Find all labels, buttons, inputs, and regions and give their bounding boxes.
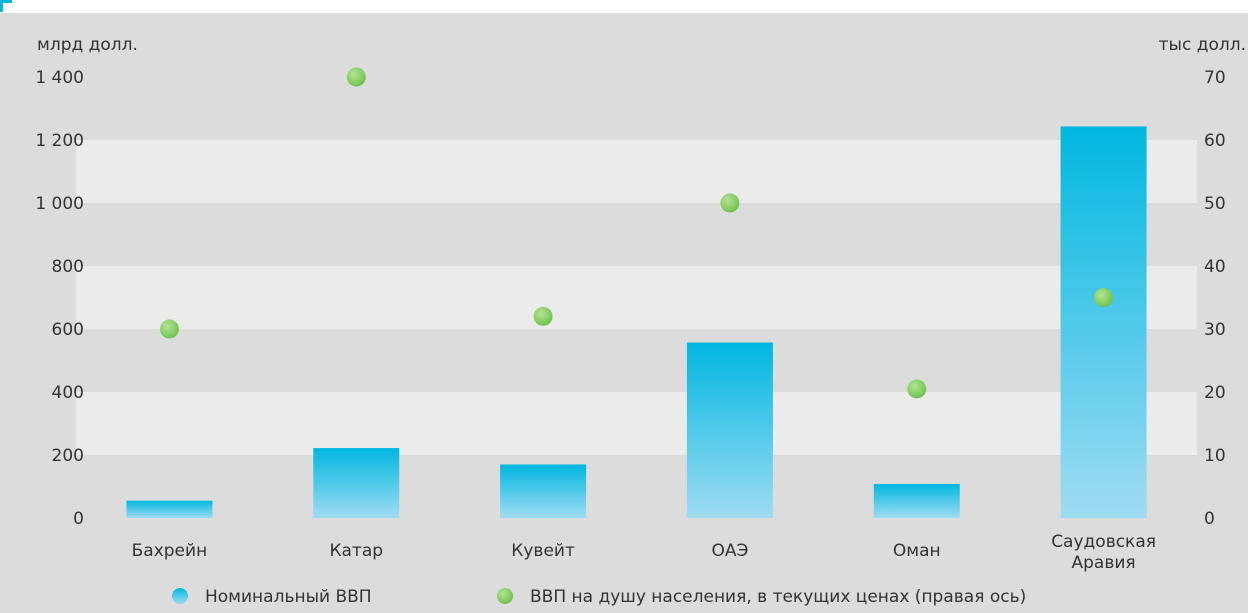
right-tick-label: 40 [1204, 257, 1226, 277]
bar [126, 500, 213, 518]
right-tick-label: 70 [1204, 68, 1226, 88]
grid-band [76, 455, 1197, 518]
category-label: ОАЭ [711, 541, 748, 561]
right-axis-ticks: 0 10 20 30 40 50 60 70 [1204, 68, 1226, 529]
left-tick-label: 200 [52, 446, 84, 466]
legend-marker-bars [172, 588, 188, 604]
right-tick-label: 50 [1204, 194, 1226, 214]
category-label: Оман [893, 541, 941, 561]
category-label: Саудовская [1051, 532, 1156, 552]
right-tick-label: 30 [1204, 320, 1226, 340]
bar [1060, 126, 1147, 518]
category-label: Бахрейн [132, 541, 208, 561]
data-point [907, 379, 927, 399]
data-point [159, 319, 179, 339]
legend-label-points: ВВП на душу населения, в текущих ценах (… [530, 587, 1026, 607]
left-tick-label: 1 400 [35, 68, 84, 88]
legend-label-bars: Номинальный ВВП [205, 587, 372, 607]
bar [313, 448, 400, 518]
corner-accent [0, 0, 12, 12]
grid-band [76, 392, 1197, 455]
bar [500, 464, 587, 518]
left-tick-label: 0 [73, 509, 84, 529]
data-point [533, 306, 553, 326]
right-tick-label: 10 [1204, 446, 1226, 466]
left-tick-label: 400 [52, 383, 84, 403]
bars [126, 126, 1147, 518]
left-axis-unit: млрд долл. [37, 35, 138, 55]
grid-band [76, 203, 1197, 266]
data-point [720, 193, 740, 213]
category-label: Катар [329, 541, 383, 561]
points [159, 67, 1114, 399]
left-tick-label: 600 [52, 320, 84, 340]
right-axis-unit: тыс долл. [1159, 35, 1246, 55]
bar [873, 483, 960, 518]
legend: Номинальный ВВП ВВП на душу населения, в… [172, 587, 1026, 607]
left-tick-label: 800 [52, 257, 84, 277]
left-tick-label: 1 200 [35, 131, 84, 151]
left-tick-label: 1 000 [35, 194, 84, 214]
data-point [346, 67, 366, 87]
right-tick-label: 20 [1204, 383, 1226, 403]
category-labels: Бахрейн Катар Кувейт ОАЭ Оман СаудовскаяАрави… [132, 532, 1156, 573]
grid-band [76, 266, 1197, 329]
left-axis-ticks: 0 200 400 600 800 1 000 1 200 1 400 [35, 68, 84, 529]
grid-band [76, 329, 1197, 392]
category-label: Кувейт [511, 541, 575, 561]
grid-band [76, 140, 1197, 203]
right-tick-label: 0 [1204, 509, 1215, 529]
right-tick-label: 60 [1204, 131, 1226, 151]
bar [686, 342, 773, 518]
legend-marker-points [497, 588, 513, 604]
grid-band [76, 77, 1197, 140]
grid-bands [76, 77, 1197, 518]
data-point [1094, 288, 1114, 307]
category-label: Аравия [1072, 553, 1136, 573]
